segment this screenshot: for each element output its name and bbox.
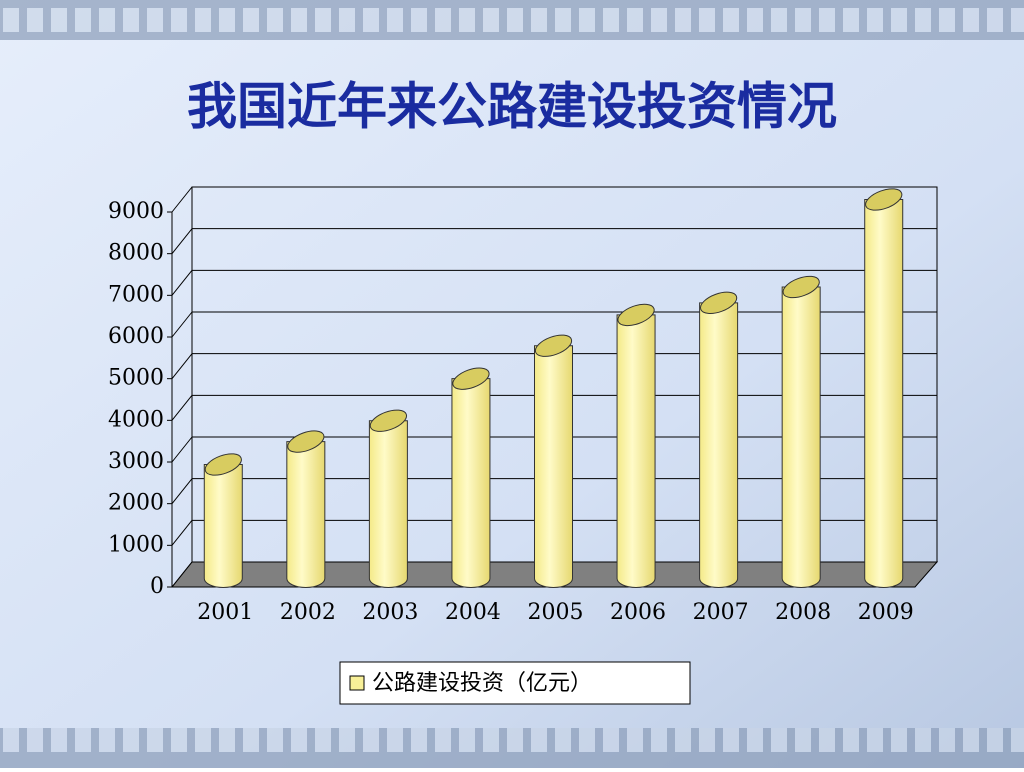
legend-label: 公路建设投资（亿元） [372, 671, 592, 696]
y-tick-label: 7000 [108, 282, 164, 307]
y-tick-label: 9000 [108, 199, 164, 224]
bar [781, 275, 821, 588]
y-tick-label: 4000 [108, 407, 164, 432]
x-tick-label: 2008 [775, 600, 831, 625]
grid-line [171, 478, 193, 504]
x-tick-label: 2007 [693, 600, 749, 625]
x-tick-label: 2002 [280, 600, 336, 625]
cylinder-top [865, 188, 903, 211]
x-tick-label: 2004 [445, 600, 501, 625]
grid-line [171, 186, 193, 213]
x-tick-label: 2005 [528, 600, 584, 625]
grid-line [171, 520, 193, 546]
bar [699, 291, 739, 588]
axis-depth [171, 561, 193, 588]
cylinder-body [781, 286, 821, 588]
cylinder-top [534, 334, 573, 357]
cylinder-body [864, 199, 904, 588]
cylinder-body [616, 314, 656, 588]
bar [203, 453, 243, 588]
y-tick-label: 6000 [108, 324, 164, 349]
cylinder-body [699, 302, 739, 588]
cylinder-top [452, 367, 490, 390]
top-border [0, 0, 1024, 40]
cylinder-top [287, 430, 325, 453]
y-tick-label: 0 [150, 574, 164, 599]
grid-line [171, 311, 193, 338]
bottom-border [0, 728, 1024, 768]
cylinder-top [617, 303, 655, 327]
cylinder-top [782, 275, 820, 299]
cylinder-top [699, 291, 738, 314]
grid-line [171, 395, 193, 421]
grid-line [171, 228, 193, 254]
bar [286, 430, 326, 588]
cylinder-body [451, 378, 491, 588]
grid-line [171, 353, 193, 379]
cylinder-body [534, 345, 573, 588]
grid-line [171, 270, 193, 296]
bar [451, 367, 491, 588]
cylinder-top [369, 409, 408, 432]
y-tick-label: 8000 [108, 241, 164, 266]
bar [864, 188, 904, 588]
bar [534, 334, 573, 588]
cylinder-body [203, 464, 243, 588]
legend [339, 661, 691, 705]
x-tick-label: 2003 [362, 600, 418, 625]
grid-line [171, 436, 193, 463]
x-tick-label: 2009 [858, 600, 914, 625]
y-tick-label: 2000 [108, 491, 164, 516]
cylinder-body [368, 420, 408, 588]
cylinder-body [286, 441, 326, 588]
y-tick-label: 1000 [108, 532, 164, 557]
x-tick-label: 2001 [197, 600, 253, 625]
bar [368, 409, 408, 588]
chart-title: 我国近年来公路建设投资情况 [187, 78, 837, 136]
x-tick-label: 2006 [610, 600, 666, 625]
y-tick-label: 3000 [108, 449, 164, 474]
bar [616, 303, 656, 588]
y-tick-label: 5000 [108, 366, 164, 391]
legend-swatch [349, 675, 365, 691]
cylinder-top [204, 453, 242, 476]
